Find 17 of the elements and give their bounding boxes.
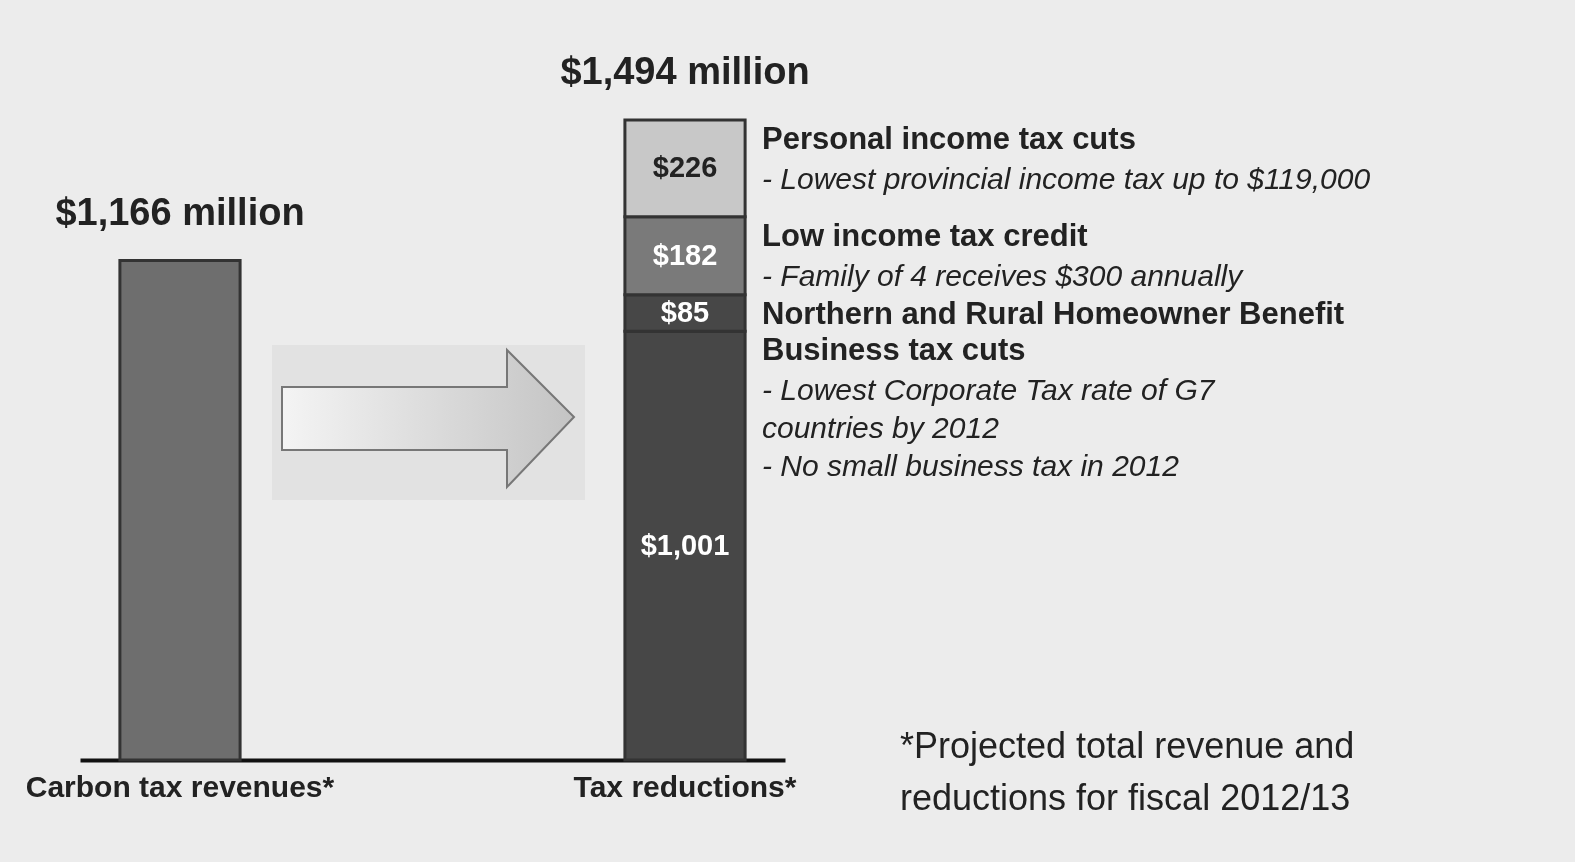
data-label: $182 [652, 238, 718, 271]
data-label: $226 [652, 151, 718, 184]
series-label: Northern and Rural Homeowner Benefit [762, 295, 1345, 331]
annotation: - Lowest provincial income tax up to $119,000 [762, 162, 1371, 195]
series-label: Low income tax credit [762, 217, 1088, 253]
x-tick-label: Carbon tax revenues* [25, 769, 335, 803]
annotation: - Lowest Corporate Tax rate of G7 countries by 2012 [762, 373, 1216, 444]
series-label: Personal income tax cuts [762, 121, 1136, 156]
series-label: Business tax cuts [762, 332, 1026, 368]
total-label: $1,494 million [560, 50, 810, 92]
total-label: $1,166 million [55, 190, 305, 233]
text: *Projected total revenue and reductions for fiscal 2012/13 [900, 725, 1355, 818]
annotation: - No small business tax in 2012 [762, 449, 1180, 482]
data-label: $1,001 [640, 528, 730, 561]
data-label: $85 [660, 295, 710, 328]
x-tick-label: Tax reductions* [573, 769, 797, 803]
annotation: - Family of 4 receives $300 annually [762, 259, 1245, 292]
